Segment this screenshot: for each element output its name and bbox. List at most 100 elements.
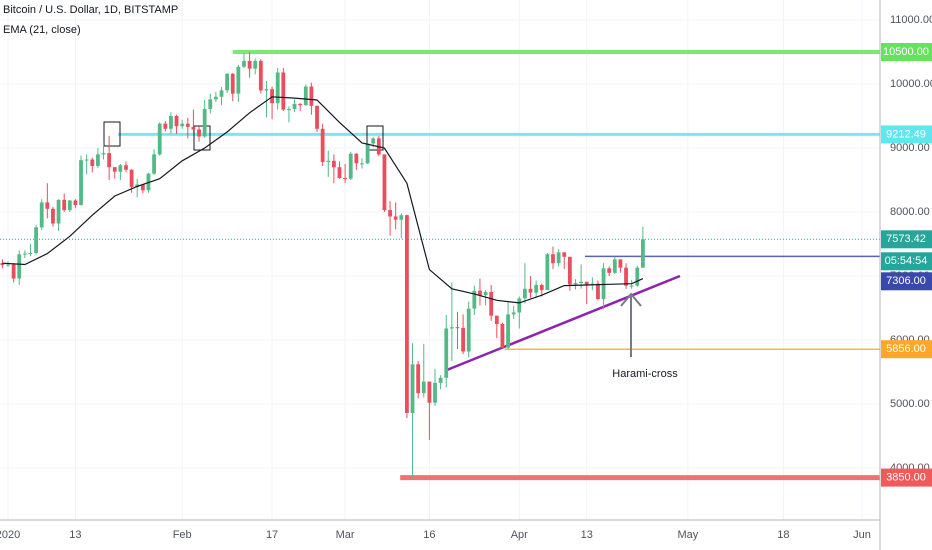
candle-body: [247, 60, 252, 69]
candle-body: [427, 381, 432, 403]
candle-body: [455, 327, 460, 329]
candle-body: [584, 281, 589, 285]
price-label-box: [881, 125, 932, 144]
candle-body: [0, 263, 5, 266]
indicator-label: EMA (21, close): [3, 24, 81, 36]
candle-body: [640, 239, 645, 268]
candle-body: [500, 324, 505, 348]
candle-body: [601, 268, 606, 300]
candle-body: [169, 116, 173, 129]
candle-body: [635, 267, 640, 286]
candle-body: [320, 128, 325, 163]
candle-body: [410, 364, 415, 413]
price-label-box: [881, 43, 932, 61]
candle-body: [562, 252, 567, 257]
candle-body: [6, 264, 10, 266]
x-tick-label: 16: [423, 529, 435, 541]
candle-body: [129, 169, 134, 188]
price-label: 7573.42: [886, 233, 926, 245]
candle-body: [45, 202, 50, 209]
candle-body: [596, 283, 600, 300]
candle-body: [236, 66, 241, 94]
candle-body: [157, 123, 162, 155]
candle-body: [331, 160, 336, 168]
y-tick-label: 10000.00: [890, 78, 932, 90]
x-tick-label: 18: [777, 529, 789, 541]
candle-body: [163, 123, 168, 129]
pattern-box: [366, 125, 384, 151]
candle-body: [298, 103, 303, 106]
candle-body: [84, 159, 89, 161]
price-label-box: [881, 252, 932, 271]
candle-body: [343, 178, 348, 180]
ema-line: [2, 96, 644, 304]
candle-body: [348, 153, 353, 179]
candle-body: [433, 382, 437, 403]
candle-body: [573, 283, 578, 285]
x-tick-label: Apr: [511, 529, 528, 541]
x-tick-label: Jun: [853, 529, 871, 541]
candle-body: [73, 200, 78, 205]
price-label-box: [881, 272, 932, 291]
candle-body: [264, 89, 269, 91]
candle-body: [17, 254, 22, 279]
candle-body: [494, 315, 499, 324]
candle-body: [152, 154, 156, 174]
candle-body: [354, 153, 359, 164]
candle-body: [230, 73, 235, 94]
candle-body: [326, 160, 331, 163]
y-tick-label: 5000.00: [890, 398, 930, 410]
candle-body: [629, 285, 634, 287]
candle-body: [624, 267, 628, 286]
price-label-box: [881, 340, 932, 359]
candle-body: [449, 327, 454, 329]
candle-body: [11, 264, 16, 279]
candle-body: [101, 153, 106, 155]
price-label: 05:54:54: [885, 255, 928, 267]
candle-body: [34, 227, 38, 253]
x-tick-label: 2020: [0, 529, 20, 541]
candle-body: [219, 90, 224, 97]
candle-body: [511, 312, 516, 315]
candle-body: [281, 72, 286, 110]
annotation: Harami-cross: [612, 368, 678, 380]
candle-body: [62, 199, 67, 211]
candle-body: [461, 327, 466, 352]
x-tick-label: 13: [581, 529, 593, 541]
candle-body: [140, 184, 145, 191]
candle-body: [107, 153, 112, 168]
candle-body: [382, 154, 387, 211]
y-tick-label: 9000.00: [890, 142, 930, 154]
price-label: 3850.00: [886, 472, 926, 484]
candle-body: [185, 123, 190, 127]
candle-body: [51, 208, 55, 224]
candle-body: [466, 308, 471, 352]
candle-body: [56, 199, 61, 224]
candle-body: [416, 364, 421, 394]
candle-body: [180, 123, 185, 127]
candle-body: [438, 377, 443, 383]
candle-body: [365, 143, 370, 164]
price-label-box: [881, 230, 932, 249]
candle-body: [67, 200, 72, 211]
candle-body: [174, 116, 179, 127]
candle-body: [95, 154, 100, 166]
candle-body: [208, 99, 213, 109]
candle-body: [545, 254, 550, 291]
candle-body: [202, 108, 207, 137]
candle-body: [539, 284, 544, 291]
candle-body: [421, 381, 426, 394]
candle-body: [303, 86, 308, 106]
candle-body: [444, 328, 449, 378]
trendline: [446, 274, 681, 372]
candle-body: [28, 252, 33, 254]
candle-body: [483, 292, 488, 296]
candle-body: [118, 165, 123, 172]
candle-body: [191, 126, 196, 130]
x-tick-label: Feb: [173, 529, 192, 541]
candle-body: [258, 60, 263, 91]
candle-body: [388, 210, 392, 217]
candle-body: [270, 89, 274, 104]
price-label-box: [881, 468, 932, 487]
